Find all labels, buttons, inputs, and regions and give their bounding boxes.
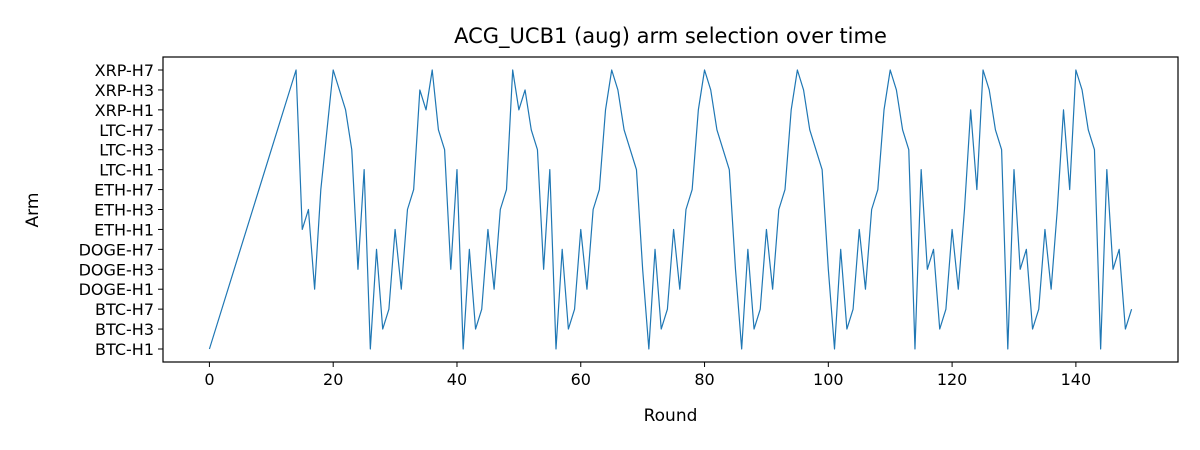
x-tick-label: 40: [447, 370, 467, 389]
y-tick-label: DOGE-H7: [79, 240, 154, 259]
y-tick-label: XRP-H7: [95, 61, 154, 80]
y-tick-label: BTC-H3: [95, 320, 154, 339]
x-ticks: 0 20 40 60 80 100 120 140: [204, 362, 1091, 389]
x-tick-label: 0: [204, 370, 214, 389]
x-tick-label: 20: [323, 370, 343, 389]
y-tick-label: BTC-H1: [95, 340, 154, 359]
y-tick-label: LTC-H1: [99, 161, 154, 180]
x-tick-label: 80: [694, 370, 714, 389]
y-axis-title: Arm: [23, 193, 43, 228]
x-tick-label: 140: [1061, 370, 1092, 389]
chart-title: ACG_UCB1 (aug) arm selection over time: [454, 24, 887, 49]
plot-series: [208, 69, 1133, 350]
x-tick-label: 100: [813, 370, 844, 389]
y-tick-label: ETH-H7: [94, 181, 154, 200]
x-tick-label: 60: [571, 370, 591, 389]
y-tick-label: XRP-H1: [95, 101, 154, 120]
y-tick-label: ETH-H1: [94, 220, 154, 239]
x-axis-title: Round: [644, 406, 698, 426]
y-tick-label: LTC-H7: [99, 121, 154, 140]
y-ticks: BTC-H1BTC-H3BTC-H7DOGE-H1DOGE-H3DOGE-H7E…: [79, 61, 163, 359]
plot-frame: [162, 56, 1179, 363]
series-line: [208, 69, 1133, 350]
y-tick-label: XRP-H3: [95, 81, 154, 100]
y-tick-label: DOGE-H3: [79, 260, 154, 279]
y-tick-label: BTC-H7: [95, 300, 154, 319]
y-tick-label: LTC-H3: [99, 141, 154, 160]
y-tick-label: ETH-H3: [94, 201, 154, 220]
x-tick-label: 120: [937, 370, 968, 389]
y-tick-label: DOGE-H1: [79, 280, 154, 299]
